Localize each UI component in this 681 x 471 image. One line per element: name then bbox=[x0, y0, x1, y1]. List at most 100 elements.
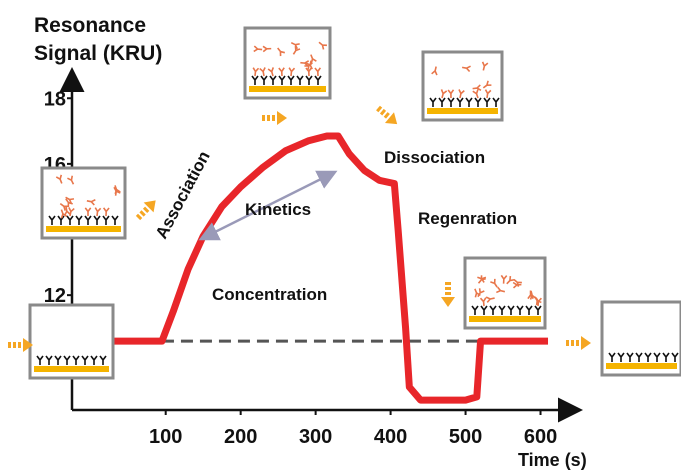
molecule bbox=[644, 352, 652, 362]
molecule bbox=[472, 84, 482, 91]
molecule bbox=[277, 47, 286, 57]
molecule bbox=[472, 89, 479, 99]
kinetics-arrow bbox=[198, 170, 338, 241]
molecule bbox=[54, 355, 62, 365]
sensor-surface bbox=[249, 86, 326, 92]
molecule bbox=[506, 275, 515, 285]
x-tick-label: 100 bbox=[149, 426, 182, 448]
inset-frame bbox=[28, 303, 115, 380]
molecule bbox=[84, 207, 92, 217]
molecule bbox=[287, 75, 295, 85]
arrow-head bbox=[384, 112, 398, 125]
molecule bbox=[269, 75, 277, 85]
molecule bbox=[507, 305, 515, 315]
molecule bbox=[479, 297, 487, 307]
sensorgram-line bbox=[113, 132, 549, 404]
arrow-stripe bbox=[445, 292, 451, 295]
molecule bbox=[113, 186, 121, 196]
inset bbox=[600, 300, 681, 377]
annotation: Dissociation bbox=[384, 148, 485, 167]
process-arrow bbox=[8, 338, 33, 352]
molecule bbox=[93, 215, 101, 225]
molecule bbox=[314, 67, 322, 77]
molecule bbox=[288, 67, 296, 77]
molecule bbox=[66, 215, 74, 225]
molecule bbox=[447, 97, 455, 107]
molecule bbox=[474, 97, 482, 107]
molecule bbox=[471, 305, 479, 315]
molecule bbox=[662, 352, 670, 362]
molecule bbox=[447, 89, 455, 99]
inset bbox=[421, 50, 504, 122]
arrow-stripe bbox=[383, 112, 390, 119]
molecule bbox=[260, 75, 268, 85]
molecule bbox=[608, 352, 616, 362]
molecule bbox=[36, 355, 44, 365]
molecule bbox=[461, 65, 471, 73]
molecule bbox=[498, 305, 506, 315]
molecule bbox=[314, 75, 322, 85]
molecule bbox=[516, 305, 524, 315]
arrow-stripe bbox=[13, 342, 16, 348]
molecule bbox=[474, 288, 481, 298]
arrow-stripe bbox=[379, 108, 387, 116]
y-title: Resonance bbox=[34, 14, 146, 37]
molecule bbox=[99, 355, 107, 365]
arrow-stripe bbox=[571, 340, 574, 346]
molecule bbox=[534, 305, 542, 315]
molecule bbox=[251, 75, 259, 85]
molecule bbox=[481, 61, 489, 71]
arrow-stripe bbox=[139, 210, 146, 217]
molecule bbox=[465, 97, 473, 107]
annotation: Regenration bbox=[418, 209, 517, 228]
arrow-stripe bbox=[262, 115, 265, 121]
molecule bbox=[525, 305, 533, 315]
arrow-stripe bbox=[272, 115, 275, 121]
inset-frame bbox=[600, 300, 681, 377]
molecule bbox=[65, 198, 73, 208]
molecule bbox=[305, 75, 313, 85]
process-arrow bbox=[441, 282, 455, 307]
arrow-head bbox=[277, 111, 287, 125]
molecule bbox=[86, 199, 96, 206]
molecule bbox=[300, 60, 310, 67]
inset bbox=[463, 256, 547, 330]
molecule bbox=[626, 352, 634, 362]
arrow-stripe bbox=[376, 105, 383, 113]
molecule bbox=[617, 352, 625, 362]
molecule bbox=[262, 45, 272, 53]
molecule bbox=[102, 215, 110, 225]
molecule bbox=[318, 41, 327, 50]
arrow-head bbox=[581, 336, 591, 350]
molecule bbox=[534, 296, 542, 306]
arrow-head bbox=[23, 338, 33, 352]
molecule bbox=[45, 355, 53, 365]
arrow-stripe bbox=[142, 206, 150, 214]
sensor-surface bbox=[427, 108, 498, 114]
process-arrow bbox=[566, 336, 591, 350]
molecule bbox=[252, 67, 260, 77]
x-tick-label: 300 bbox=[299, 426, 332, 448]
sensor-surface bbox=[469, 316, 541, 322]
molecule bbox=[111, 215, 119, 225]
annotation: Concentration bbox=[212, 285, 327, 304]
molecule bbox=[480, 305, 488, 315]
annotation: Kinetics bbox=[245, 200, 311, 219]
molecule bbox=[72, 355, 80, 365]
molecule bbox=[482, 80, 492, 89]
molecule bbox=[253, 45, 263, 53]
sensor-surface bbox=[34, 366, 109, 372]
molecule bbox=[492, 97, 500, 107]
arrow-head bbox=[143, 200, 156, 213]
arrow-stripe bbox=[576, 340, 579, 346]
molecule bbox=[458, 89, 465, 99]
molecule bbox=[483, 97, 491, 107]
inset bbox=[28, 303, 115, 380]
molecule bbox=[489, 305, 497, 315]
x-tick-label: 400 bbox=[374, 426, 407, 448]
molecule bbox=[90, 355, 98, 365]
molecule bbox=[55, 174, 63, 184]
process-arrow bbox=[135, 200, 156, 221]
molecule bbox=[477, 276, 487, 283]
molecule bbox=[259, 67, 266, 77]
